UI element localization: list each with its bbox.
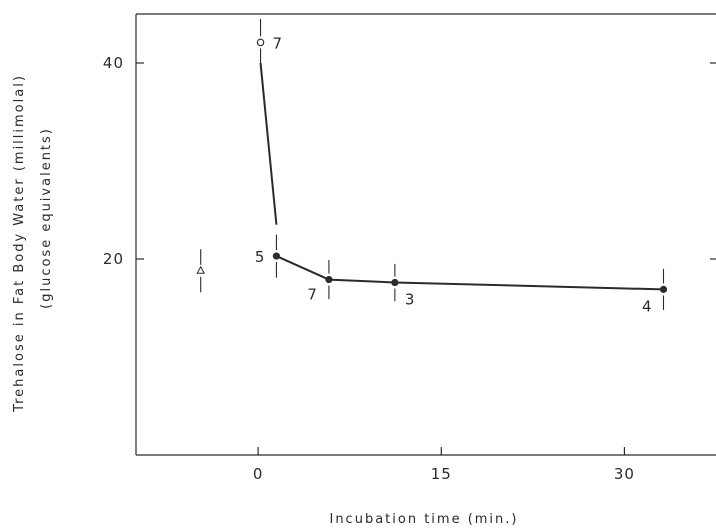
x-tick-label: 15: [431, 465, 452, 483]
x-tick-label: 0: [253, 465, 264, 483]
data-point: [325, 275, 333, 284]
y-axis-label: Trehalose in Fat Body Water (millimolal): [12, 74, 27, 413]
sample-size-label: 4: [642, 297, 652, 315]
sample-size-label: 7: [273, 34, 283, 52]
axis-ticks: [136, 62, 716, 455]
data-points: [196, 38, 668, 293]
data-point: [272, 252, 281, 260]
y-axis-label-secondary: (glucose equivalents): [39, 127, 54, 309]
data-point: [659, 285, 668, 293]
data-point-triangle: [196, 265, 206, 274]
data-point: [391, 278, 399, 287]
y-tick-label: 20: [103, 250, 124, 268]
x-tick-label: 30: [614, 465, 635, 483]
tick-labels: 0 15 30 40 20: [103, 54, 635, 483]
error-bars: [200, 18, 665, 310]
plot-frame: [135, 13, 716, 456]
drop-connector-line: [259, 62, 278, 225]
x-axis-label: Incubation time (min.): [329, 512, 518, 527]
data-lines: [259, 62, 664, 291]
y-tick-label: 40: [103, 54, 124, 72]
sample-size-label: 7: [307, 286, 317, 304]
sample-size-labels: 5 7 3 4 7: [255, 34, 652, 315]
sample-size-label: 3: [405, 291, 415, 309]
data-point-open: [256, 38, 265, 47]
sample-size-label: 5: [255, 248, 265, 266]
series-line: [275, 255, 664, 291]
